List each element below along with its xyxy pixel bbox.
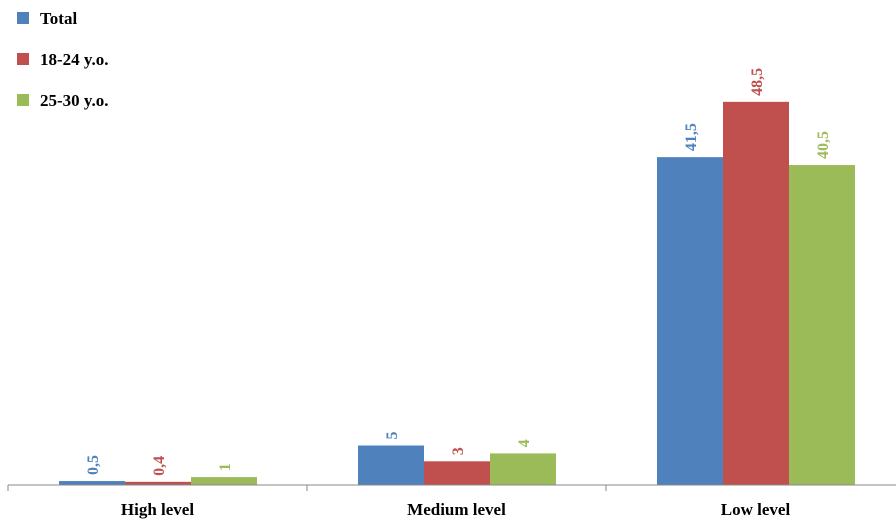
legend-label: 25-30 y.o. (40, 91, 108, 110)
bar (424, 461, 490, 485)
x-tick-label: Low level (721, 500, 791, 519)
bar (490, 453, 556, 485)
legend-label: Total (40, 9, 77, 28)
bar (358, 445, 424, 485)
bar (657, 157, 723, 485)
legend-label: 18-24 y.o. (40, 50, 108, 69)
data-label: 41,5 (683, 123, 700, 151)
data-label: 4 (516, 439, 533, 447)
legend-swatch (17, 53, 29, 65)
bar (789, 165, 855, 486)
bar (723, 101, 789, 485)
data-label: 3 (450, 447, 467, 455)
x-tick-label: High level (121, 500, 194, 519)
x-tick-label: Medium level (407, 500, 506, 519)
data-labels: 0,5 0,4 1 5 3 4 41,5 48,5 40,5 (85, 68, 832, 476)
data-label: 40,5 (815, 131, 832, 159)
bar (59, 481, 125, 485)
data-label: 0,4 (151, 456, 168, 476)
bars (59, 101, 855, 486)
data-label: 0,5 (85, 455, 102, 475)
legend-swatch (17, 12, 29, 24)
bar (191, 477, 257, 485)
x-axis-ticks (7, 485, 607, 491)
legend-swatch (17, 94, 29, 106)
x-axis-labels: High level Medium level Low level (121, 500, 791, 519)
bar (125, 481, 191, 485)
data-label: 5 (384, 432, 401, 440)
data-label: 1 (217, 463, 234, 471)
legend: Total 18-24 y.o. 25-30 y.o. (17, 9, 108, 110)
data-label: 48,5 (749, 68, 766, 96)
